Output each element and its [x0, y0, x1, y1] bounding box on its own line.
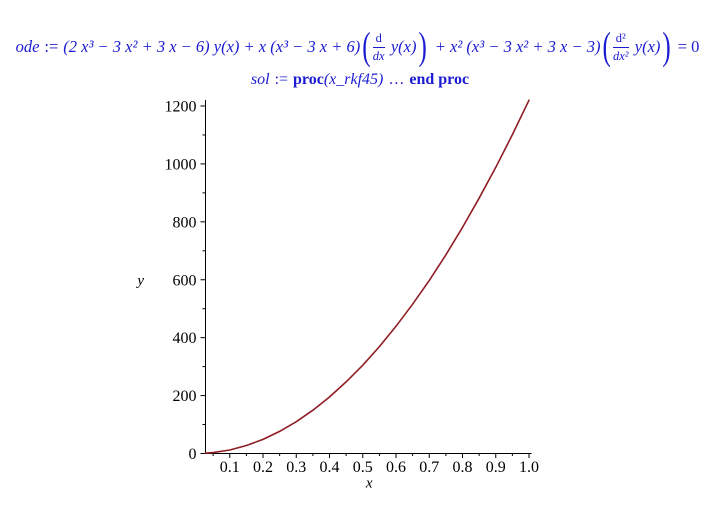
y-of-x: y(x): [634, 37, 661, 56]
assign-operator: :=: [44, 37, 59, 56]
y-of-x: y(x): [390, 37, 417, 56]
solution-curve: [204, 99, 530, 455]
x-tick-label: 0.4: [320, 459, 340, 476]
proc-argument: (x_rkf45): [323, 71, 384, 88]
big-left-paren: (: [362, 26, 371, 68]
x-tick-label: 0.8: [453, 459, 473, 476]
sol-output-line: sol := proc (x_rkf45) … end proc: [0, 68, 720, 92]
ode-equation-line: ode := (2 x³ − 3 x² + 3 x − 6) y(x) + x …: [0, 22, 720, 72]
y-tick-label: 0: [189, 446, 197, 463]
x-tick-label: 0.3: [286, 459, 306, 476]
x-tick-label: 0.6: [386, 459, 406, 476]
y-axis-title: y: [135, 273, 144, 289]
fraction-numerator: d: [372, 31, 385, 48]
y-tick-label: 1000: [165, 156, 197, 173]
x-tick-label: 0.1: [220, 459, 240, 476]
x-tick-label: 0.2: [253, 459, 273, 476]
big-left-paren: (: [602, 26, 611, 68]
x-tick-label: 0.5: [353, 459, 373, 476]
ellipsis: …: [388, 71, 405, 88]
y-tick-label: 1200: [165, 99, 197, 116]
fraction-denominator: dx: [372, 48, 385, 63]
ode-term-2: + x² (x³ − 3 x² + 3 x − 3): [434, 37, 601, 56]
first-derivative-fraction: d dx: [372, 31, 385, 63]
big-right-paren: ): [418, 26, 427, 68]
y-tick-label: 400: [173, 330, 197, 347]
y-tick-label: 800: [173, 214, 197, 231]
assign-operator: :=: [274, 71, 289, 88]
equals-zero: = 0: [677, 37, 700, 56]
fraction-denominator: dx²: [613, 48, 629, 63]
proc-keyword: proc: [293, 71, 324, 88]
big-right-paren: ): [662, 26, 671, 68]
x-tick-label: 0.7: [419, 459, 439, 476]
y-tick-label: 200: [173, 388, 197, 405]
x-tick-label: 0.9: [486, 459, 506, 476]
fraction-numerator: d²: [612, 31, 629, 48]
ode-term-1: (2 x³ − 3 x² + 3 x − 6) y(x) + x (x³ − 3…: [63, 37, 361, 56]
y-tick-label: 600: [173, 272, 197, 289]
ode-variable-name: ode: [15, 37, 40, 56]
x-axis-title: x: [365, 476, 373, 492]
x-tick-label: 1.0: [519, 459, 539, 476]
sol-variable-name: sol: [250, 71, 270, 88]
second-derivative-fraction: d² dx²: [612, 31, 629, 63]
end-proc-keyword: end proc: [409, 71, 470, 88]
